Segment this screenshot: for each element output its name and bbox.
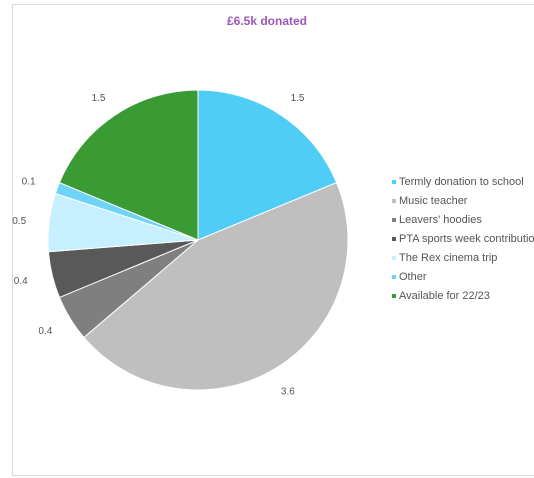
legend-swatch-5 [392,275,396,279]
legend-label-4: The Rex cinema trip [399,252,497,264]
legend-swatch-2 [392,218,396,222]
legend-label-5: Other [399,271,427,283]
data-label-0: 1.5 [291,93,305,104]
chart-title: £6.5k donated [226,14,308,28]
legend-swatch-3 [392,237,396,241]
legend-label-3: PTA sports week contribution [399,233,534,245]
legend-swatch-6 [392,294,396,298]
legend-label-2: Leavers' hoodies [399,214,482,226]
pie-slice-1 [83,181,349,391]
legend-label-6: Available for 22/23 [399,290,490,302]
data-label-1: 3.6 [281,387,295,398]
pie-slice-6 [58,89,199,241]
data-label-3: 0.4 [14,276,28,287]
legend-swatch-4 [392,256,396,260]
data-label-5: 0.1 [22,176,36,187]
legend-swatch-0 [392,180,396,184]
legend-swatch-1 [392,199,396,203]
data-label-2: 0.4 [38,326,52,337]
data-label-6: 1.5 [91,93,105,104]
pie-slice-0 [197,89,338,241]
legend-label-0: Termly donation to school [399,176,524,188]
data-label-4: 0.5 [12,216,26,227]
legend-label-1: Music teacher [399,195,468,207]
